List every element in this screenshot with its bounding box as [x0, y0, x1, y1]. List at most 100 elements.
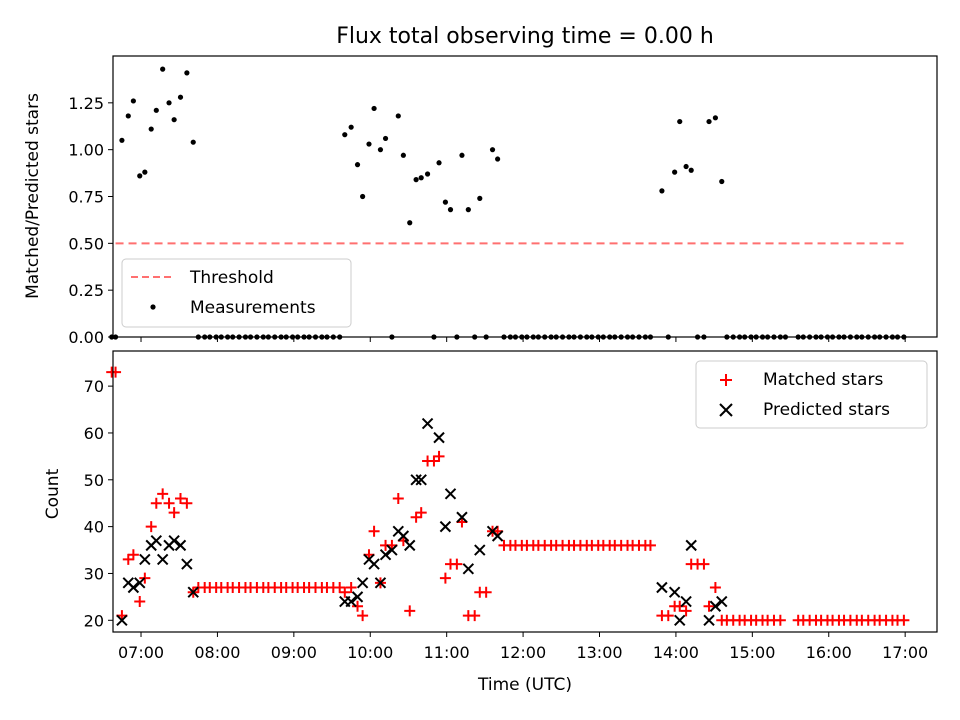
- matched-star-point: [368, 525, 380, 537]
- predicted-star-point: [674, 614, 686, 626]
- measurement-point: [442, 199, 449, 205]
- matched-star-point: [339, 586, 351, 598]
- matched-star-point: [357, 610, 369, 622]
- predicted-star-point: [456, 511, 468, 523]
- predicted-star-point: [421, 417, 434, 430]
- measurement-point: [659, 188, 665, 194]
- measurement-point: [465, 207, 471, 213]
- measurement-point: [424, 171, 431, 177]
- matched-star-point: [157, 488, 169, 500]
- matched-star-point: [150, 497, 162, 509]
- predicted-star-point: [379, 549, 392, 561]
- measurement-point: [137, 173, 143, 179]
- x-tick-label: 11:00: [424, 643, 470, 662]
- matched-star-point: [709, 582, 721, 594]
- matched-star-point: [352, 600, 364, 612]
- predicted-star-point: [368, 558, 380, 570]
- matched-star-point: [145, 521, 157, 533]
- chart-title: Flux total observing time = 0.00 h: [336, 24, 714, 49]
- top-legend: Threshold Measurements: [121, 258, 352, 328]
- legend-measurements-label: Measurements: [190, 298, 316, 318]
- measurement-point: [177, 94, 184, 100]
- matched-star-point: [662, 610, 674, 622]
- y-tick-label: 20: [84, 611, 104, 630]
- measurement-point: [459, 152, 465, 158]
- measurement-point: [377, 147, 384, 153]
- matched-star-point: [163, 497, 175, 509]
- predicted-star-point: [685, 539, 697, 552]
- measurement-point: [348, 124, 354, 130]
- measurement-point: [683, 163, 689, 170]
- legend-predicted-label: Predicted stars: [763, 400, 890, 420]
- predicted-star-point: [127, 581, 140, 594]
- bottom-legend: Matched stars Predicted stars: [695, 360, 928, 429]
- matched-star-point: [480, 586, 492, 598]
- measurement-point: [360, 193, 366, 200]
- top-y-axis-label: Matched/Predicted stars: [23, 93, 43, 299]
- predicted-star-point: [116, 614, 128, 626]
- measurement-point: [672, 169, 678, 175]
- measurement-point: [477, 195, 483, 201]
- y-tick-label: 0.75: [68, 188, 104, 207]
- matched-star-point: [110, 366, 122, 378]
- measurement-point: [125, 113, 131, 119]
- y-tick-label: 0.00: [68, 328, 104, 347]
- bottom-plot-area: 07:00 08:00 09:00 10:00 11:00 12:00 13:00 14:00…: [84, 366, 928, 662]
- matched-star-point: [334, 582, 346, 594]
- matched-star-point: [168, 507, 180, 519]
- predicted-star-point: [134, 577, 146, 589]
- measurement-point: [342, 132, 348, 138]
- predicted-star-point: [374, 577, 387, 589]
- matched-star-point: [392, 493, 404, 505]
- matched-star-point: [134, 596, 146, 608]
- top-legend-box: [121, 258, 352, 328]
- predicted-star-point: [174, 539, 187, 552]
- measurement-point: [160, 66, 166, 72]
- y-tick-label: 1.00: [68, 141, 104, 160]
- x-tick-label: 17:00: [882, 643, 928, 662]
- legend-matched-label: Matched stars: [763, 370, 883, 390]
- matched-star-point: [644, 539, 656, 551]
- y-tick-label: 70: [84, 377, 104, 396]
- predicted-star-point: [716, 595, 728, 608]
- predicted-star-point: [433, 431, 445, 444]
- predicted-star-point: [439, 520, 452, 533]
- predicted-star-point: [386, 544, 398, 556]
- predicted-star-point: [351, 591, 364, 603]
- top-plot-frame: [112, 55, 938, 338]
- measurement-point: [119, 137, 125, 143]
- measurement-point: [418, 175, 424, 181]
- predicted-star-point: [656, 581, 668, 594]
- measurement-point: [489, 147, 496, 153]
- predicted-star-point: [462, 563, 475, 575]
- measurement-point: [371, 105, 377, 112]
- measurement-point: [495, 156, 501, 162]
- predicted-star-point: [150, 534, 163, 547]
- predicted-star-point: [415, 474, 427, 486]
- x-tick-label: 07:00: [118, 643, 164, 662]
- measurement-point: [706, 118, 712, 125]
- measurement-point: [712, 115, 718, 121]
- matched-star-point: [698, 558, 710, 570]
- y-tick-label: 0.25: [68, 281, 104, 300]
- matched-star-point: [345, 582, 357, 594]
- y-tick-label: 0.50: [68, 234, 104, 253]
- matched-star-point: [181, 497, 193, 509]
- x-tick-label: 08:00: [194, 643, 240, 662]
- predicted-star-point: [404, 539, 416, 552]
- bottom-legend-box: [695, 360, 928, 429]
- measurement-point: [190, 139, 196, 145]
- measurement-point: [354, 162, 361, 168]
- matched-star-point: [415, 507, 427, 519]
- matched-star-point: [428, 455, 440, 467]
- matched-star-point: [122, 553, 134, 565]
- predicted-star-point: [397, 530, 410, 542]
- x-axis-label: Time (UTC): [477, 675, 572, 695]
- bottom-y-axis-label: Count: [43, 468, 63, 519]
- measurement-point: [166, 100, 172, 106]
- matched-legend-marker: [720, 374, 732, 386]
- matched-star-point: [898, 614, 910, 626]
- measurements-legend-marker: [150, 304, 156, 310]
